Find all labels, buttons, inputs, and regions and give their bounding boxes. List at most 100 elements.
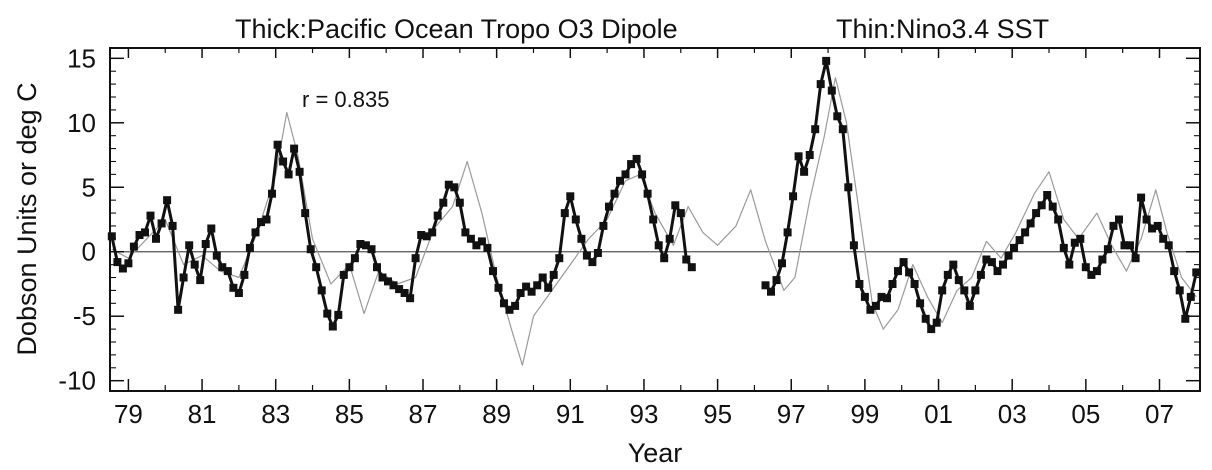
data-point	[505, 305, 514, 314]
data-point	[433, 211, 442, 220]
data-point	[317, 286, 326, 295]
data-point	[240, 270, 249, 279]
data-point	[201, 240, 210, 248]
data-point	[141, 228, 149, 237]
data-point	[767, 287, 775, 296]
data-point	[1131, 254, 1140, 263]
data-point	[494, 283, 503, 292]
data-point	[295, 167, 304, 176]
data-point	[883, 294, 891, 303]
data-point	[146, 211, 155, 220]
data-point	[899, 258, 908, 267]
data-point	[312, 263, 321, 272]
data-point	[833, 112, 842, 121]
data-point	[185, 241, 194, 250]
data-point	[1037, 201, 1046, 210]
data-point	[1081, 263, 1090, 272]
data-point	[610, 189, 619, 198]
data-point	[877, 292, 886, 301]
data-point	[284, 170, 293, 179]
series-line-thick	[764, 59, 1198, 331]
data-point	[555, 254, 564, 263]
correlation-annotation: r = 0.835	[302, 87, 389, 112]
data-point	[1159, 234, 1168, 243]
data-point	[676, 209, 685, 218]
x-tick-label: 81	[188, 399, 217, 429]
data-point	[921, 314, 930, 323]
x-tick-label: 01	[924, 399, 953, 429]
data-point	[1065, 260, 1074, 269]
y-tick-label: 5	[82, 172, 96, 202]
data-point	[168, 221, 177, 230]
data-point	[1054, 215, 1063, 224]
data-point	[805, 151, 814, 159]
data-point	[778, 259, 786, 268]
x-tick-label: 03	[998, 399, 1027, 429]
data-point	[987, 258, 996, 267]
data-point	[422, 232, 431, 241]
data-point	[800, 167, 809, 176]
data-point	[965, 301, 974, 310]
x-tick-label: 79	[114, 399, 143, 429]
data-point	[339, 270, 348, 279]
data-point	[444, 180, 453, 189]
x-tick-label: 83	[261, 399, 290, 429]
data-point	[827, 86, 836, 95]
data-point	[671, 201, 680, 210]
data-point	[1186, 292, 1195, 301]
data-point	[894, 267, 902, 276]
y-tick-label: 10	[67, 108, 96, 138]
data-point	[927, 325, 936, 334]
data-point	[107, 232, 116, 241]
data-point	[687, 263, 696, 272]
x-tick-label: 05	[1071, 399, 1100, 429]
chart-title-right: Thin:Nino3.4 SST	[836, 14, 1049, 44]
data-point	[1181, 314, 1190, 323]
data-point	[1010, 243, 1018, 252]
data-point	[268, 189, 276, 198]
data-point	[993, 267, 1002, 276]
series-line-thick	[110, 143, 694, 328]
data-point	[1087, 270, 1096, 279]
ticks-layer	[110, 48, 1200, 391]
data-point	[273, 140, 282, 149]
data-point	[395, 285, 404, 294]
data-point	[1070, 238, 1079, 247]
data-point	[1192, 268, 1201, 277]
chart-title-left: Thick:Pacific Ocean Tropo O3 Dipole	[235, 14, 678, 44]
data-point	[157, 219, 166, 228]
data-point	[190, 260, 199, 269]
data-point	[916, 299, 925, 308]
data-point	[549, 270, 558, 279]
data-point	[152, 234, 160, 243]
data-point	[938, 286, 947, 295]
data-point	[794, 152, 803, 161]
data-point	[783, 228, 792, 237]
x-tick-label: 07	[1145, 399, 1174, 429]
x-tick-label: 99	[850, 399, 879, 429]
data-point	[860, 292, 869, 301]
data-point	[229, 283, 238, 292]
data-point	[262, 215, 271, 224]
data-point	[306, 245, 315, 254]
data-point	[439, 198, 448, 207]
data-point	[566, 192, 575, 201]
data-point	[373, 263, 381, 272]
data-point	[118, 264, 127, 273]
data-point	[1043, 191, 1052, 199]
data-point	[538, 273, 547, 282]
data-point	[461, 228, 470, 237]
data-point	[588, 258, 597, 267]
data-point	[849, 241, 858, 250]
data-point	[489, 267, 497, 276]
data-point	[643, 189, 652, 198]
data-point	[361, 241, 370, 250]
data-point	[1142, 215, 1151, 224]
data-point	[234, 289, 243, 297]
data-point	[389, 281, 398, 290]
data-point	[905, 268, 914, 277]
data-point	[665, 234, 674, 243]
data-point	[384, 277, 392, 286]
data-point	[400, 289, 409, 297]
y-tick-label: 15	[67, 43, 96, 73]
